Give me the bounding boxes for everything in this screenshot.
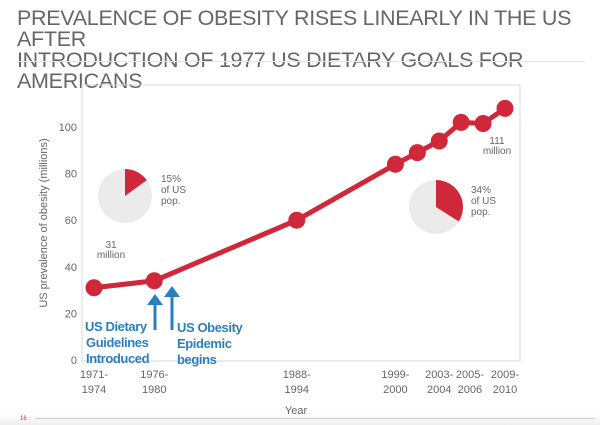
- pie-end-label-2: of US: [471, 196, 496, 207]
- data-point: [452, 113, 470, 131]
- pie-start-slice: [125, 169, 147, 196]
- y-tick-label: 60: [65, 215, 77, 227]
- epidemic-label-3: begins: [177, 352, 217, 367]
- x-tick-label: 2010: [493, 384, 517, 396]
- title-line-2: INTRODUCTION OF 1977 US DIETARY GOALS FO…: [17, 48, 524, 93]
- y-tick-label: 80: [65, 169, 77, 181]
- pie-end-slice: [436, 180, 464, 222]
- epidemic-arrow: [164, 286, 180, 330]
- pie-start-label-1: 15%: [161, 174, 181, 185]
- data-point: [145, 272, 163, 290]
- data-point: [408, 144, 426, 162]
- x-tick-label: 2009-: [491, 369, 519, 381]
- y-axis-label: US prevalence of obesity (millions): [38, 138, 50, 307]
- pie-start-label-3: pop.: [161, 196, 180, 207]
- slide-footer: [0, 414, 600, 425]
- data-point: [85, 279, 103, 297]
- guidelines-arrow: [147, 294, 163, 330]
- x-tick-label: 1980: [142, 384, 166, 396]
- epidemic-label-1: US Obesity: [177, 320, 244, 335]
- data-point: [496, 99, 514, 117]
- data-point: [430, 132, 448, 150]
- y-tick-label: 0: [71, 355, 77, 367]
- x-tick-label: 1994: [285, 384, 309, 396]
- plot-frame: [81, 84, 521, 362]
- data-point: [474, 115, 492, 133]
- pie-end-label-3: pop.: [471, 207, 490, 218]
- data-point: [386, 155, 404, 173]
- x-tick-label: 2005-: [456, 369, 484, 381]
- x-tick-label: 1988-: [283, 369, 311, 381]
- title-line-1: PREVALENCE OF OBESITY RISES LINEARLY IN …: [17, 6, 572, 51]
- x-tick-label: 1976-: [140, 369, 168, 381]
- y-tick-label: 40: [65, 262, 77, 274]
- guidelines-label-3: Introduced: [86, 351, 150, 366]
- x-tick-label: 2004: [427, 384, 451, 396]
- x-tick-label: 2003-: [425, 369, 453, 381]
- x-tick-label: 2000: [383, 384, 407, 396]
- data-point: [288, 211, 306, 229]
- guidelines-label-2: Guidelines: [86, 335, 149, 350]
- chart-title: PREVALENCE OF OBESITY RISES LINEARLY IN …: [17, 6, 597, 93]
- x-tick-label: 2006: [458, 384, 482, 396]
- epidemic-label-2: Epidemic: [177, 336, 232, 351]
- end-value-label-2: million: [483, 146, 511, 157]
- footer-line: [35, 418, 595, 419]
- x-tick-label: 1999-: [381, 369, 409, 381]
- guidelines-label-1: US Dietary: [85, 319, 148, 334]
- end-value-label-1: 111: [489, 136, 505, 147]
- x-tick-label: 1974: [82, 384, 106, 396]
- start-value-label-2: million: [97, 250, 125, 261]
- x-tick-label: 1971-: [80, 369, 108, 381]
- title-divider: [17, 61, 585, 62]
- y-tick-label: 20: [65, 308, 77, 320]
- pie-start-label-2: of US: [161, 185, 186, 196]
- start-value-label-1: 31: [105, 240, 117, 251]
- pie-end-label-1: 34%: [471, 185, 491, 196]
- y-tick-label: 100: [59, 122, 77, 134]
- page-number: 16: [20, 416, 27, 422]
